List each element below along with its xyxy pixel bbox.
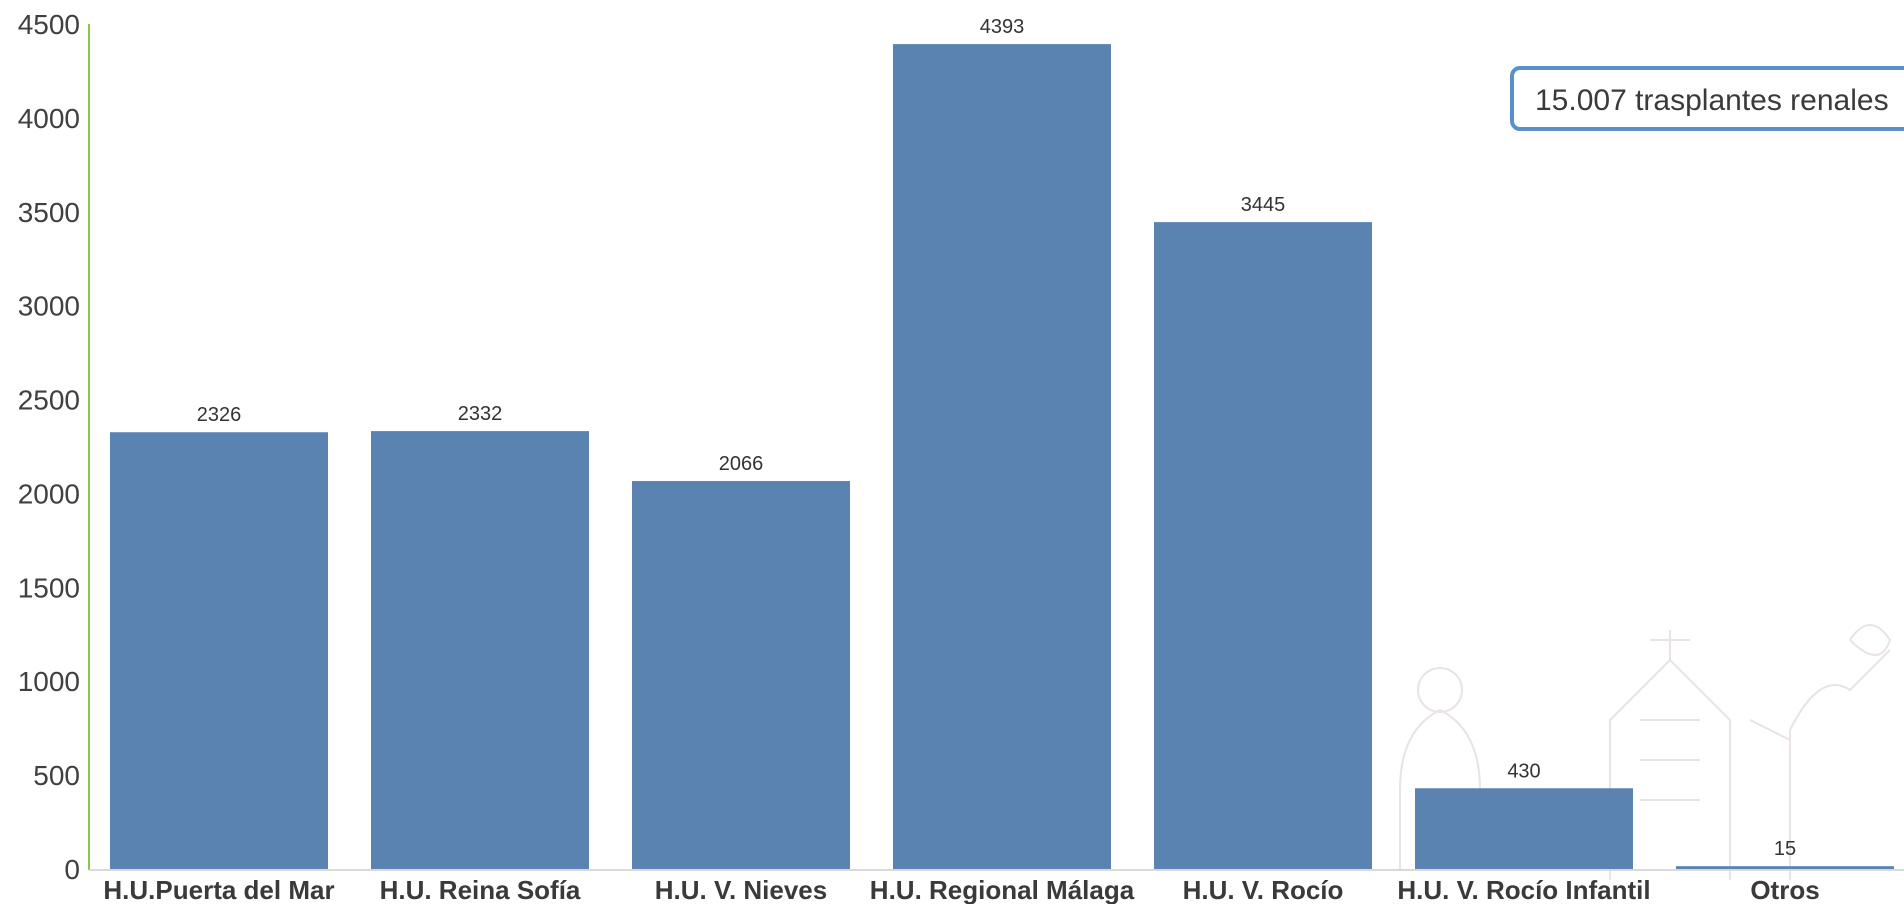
- bar: [1154, 222, 1372, 869]
- callout-box: 15.007 trasplantes renales: [1510, 66, 1904, 131]
- x-tick-label: H.U. V. Rocío: [1183, 875, 1344, 904]
- x-tick-label: H.U. V. Nieves: [655, 875, 827, 904]
- x-tick-labels: H.U.Puerta del Mar H.U. Reina Sofía H.U. V…: [103, 875, 1819, 904]
- y-tick-label: 4000: [18, 103, 80, 134]
- y-tick-label: 3500: [18, 197, 80, 228]
- callout-text: 15.007 trasplantes renales: [1535, 84, 1889, 117]
- y-tick-label: 2000: [18, 478, 80, 509]
- data-label: 2326: [197, 404, 242, 426]
- data-label: 2066: [719, 453, 764, 475]
- bar: [371, 431, 589, 869]
- data-label: 15: [1774, 838, 1796, 860]
- bar: [893, 44, 1111, 869]
- y-tick-label: 0: [64, 854, 80, 885]
- axes: [88, 24, 1904, 871]
- bars: [110, 44, 1894, 869]
- x-tick-label: Otros: [1750, 875, 1819, 904]
- x-tick-label: H.U.Puerta del Mar: [103, 875, 334, 904]
- data-labels: 2326 2332 2066 4393 3445 430 15: [197, 16, 1796, 860]
- x-tick-label: H.U. V. Rocío Infantil: [1397, 875, 1650, 904]
- y-tick-label: 500: [33, 760, 80, 791]
- y-tick-labels: 0 500 1000 1500 2000 2500 3000 3500 4000 4500: [18, 9, 80, 885]
- data-label: 430: [1507, 760, 1540, 782]
- callout-border: [1510, 66, 1904, 131]
- bar: [1415, 788, 1633, 869]
- data-label: 3445: [1241, 194, 1286, 216]
- y-tick-label: 4500: [18, 9, 80, 40]
- watermark-illustration: [1399, 624, 1892, 880]
- y-tick-label: 2500: [18, 385, 80, 416]
- bar: [110, 432, 328, 869]
- x-tick-label: H.U. Regional Málaga: [870, 875, 1135, 904]
- data-label: 4393: [980, 16, 1025, 38]
- data-label: 2332: [458, 403, 503, 425]
- y-tick-label: 1500: [18, 572, 80, 603]
- y-tick-label: 1000: [18, 666, 80, 697]
- y-tick-label: 3000: [18, 291, 80, 322]
- bar: [1676, 866, 1894, 869]
- x-tick-label: H.U. Reina Sofía: [380, 875, 581, 904]
- bar: [632, 481, 850, 869]
